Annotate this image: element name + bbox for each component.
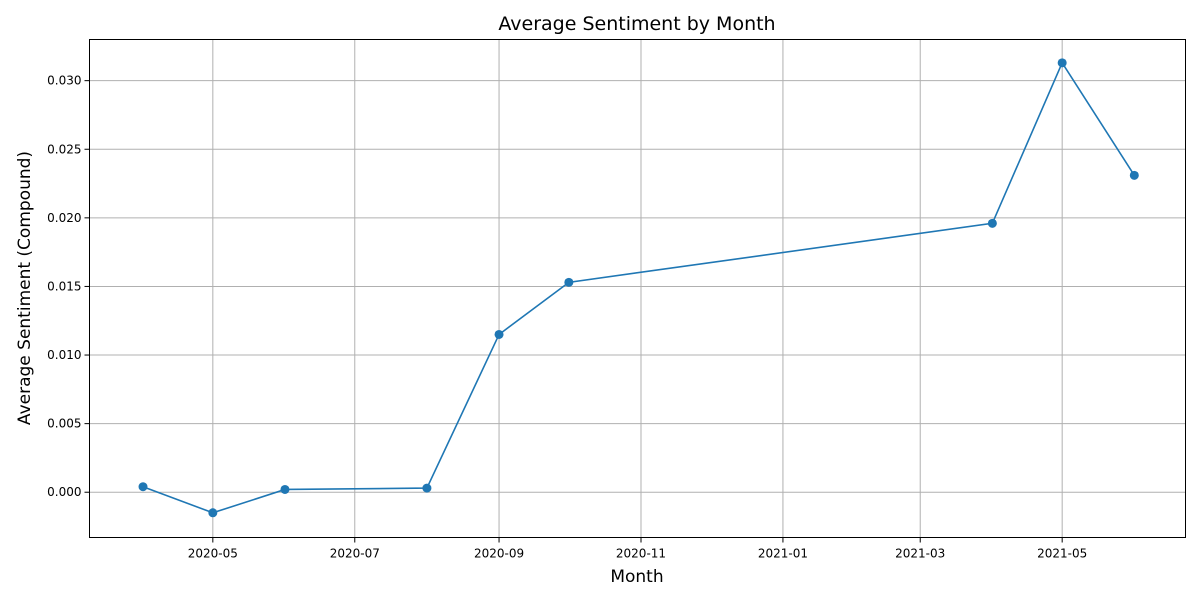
- chart-title: Average Sentiment by Month: [498, 13, 775, 35]
- series-line: [142, 61, 1135, 514]
- data-point: [494, 329, 504, 339]
- x-tick-label: 2021-03: [895, 547, 945, 561]
- y-tick-label: 0.005: [47, 417, 81, 431]
- y-tick-label: 0.010: [47, 348, 81, 362]
- data-point: [208, 508, 218, 518]
- y-tick-label: 0.030: [47, 74, 81, 88]
- x-tick-label: 2021-01: [758, 547, 808, 561]
- x-axis-label: Month: [610, 567, 663, 587]
- data-point: [280, 484, 290, 494]
- x-tick-label: 2020-11: [616, 547, 666, 561]
- data-point: [564, 277, 574, 287]
- grid-lines: [89, 39, 1186, 538]
- plot-frame: [89, 39, 1186, 538]
- x-axis: 2020-05 2020-07 2020-09 2020-11 2021-01 2021-…: [188, 537, 1087, 561]
- data-point: [422, 483, 432, 493]
- data-point: [138, 482, 148, 492]
- x-tick-label: 2021-05: [1037, 547, 1087, 561]
- y-tick-label: 0.025: [47, 142, 81, 156]
- data-point: [987, 218, 997, 228]
- data-point: [1057, 58, 1067, 68]
- x-tick-label: 2020-07: [330, 547, 380, 561]
- x-tick-label: 2020-09: [474, 547, 524, 561]
- y-tick-label: 0.015: [47, 279, 81, 293]
- y-axis: 0.000 0.005 0.010 0.015 0.020 0.025 0.030: [47, 74, 90, 499]
- x-tick-label: 2020-05: [188, 547, 238, 561]
- y-axis-label: Average Sentiment (Compound): [15, 151, 35, 425]
- y-tick-label: 0.000: [47, 485, 81, 499]
- y-tick-label: 0.020: [47, 211, 81, 225]
- data-point: [1129, 170, 1139, 180]
- series-layer: [138, 58, 1139, 518]
